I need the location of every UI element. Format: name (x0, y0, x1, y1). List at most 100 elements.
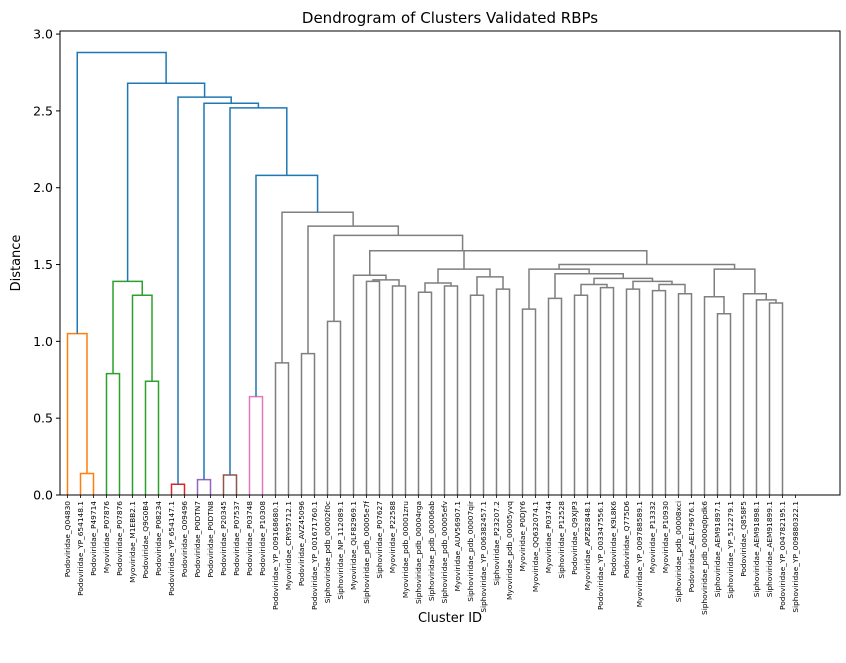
leaf-label: Podoviridae_Q775D6 (622, 501, 631, 579)
leaf-label: Podoviridae_K9L8K6 (609, 501, 618, 576)
leaf-label: Podoviridae_YP_001671760.1 (310, 501, 319, 610)
dendrogram-link (76, 51, 167, 334)
leaf-label: Podoviridae_P0DTN7 (193, 501, 202, 578)
leaf-label: Siphoviridae_YP_009880322.1 (791, 501, 800, 613)
dendrogram-link (580, 283, 608, 296)
leaf-label: Siphoviridae_AEM91899.1 (765, 501, 774, 598)
leaf-label: Podoviridae_P03748 (245, 501, 254, 576)
y-axis: 0.0 0.5 1.0 1.5 2.0 2.5 3.0 (33, 27, 60, 503)
leaf-label: Myoviridae_QQ632074.1 (531, 501, 540, 592)
leaf-label: Podoviridae_AEL79676.1 (687, 501, 696, 593)
leaf-label: Podoviridae_YP_009168680.1 (271, 501, 280, 610)
leaf-label: Siphoviridae_pdb_00005e7f (362, 501, 371, 604)
leaf-label: Siphoviridae_pdb_0000q0pdk6 (700, 501, 709, 615)
y-tick-label: 0.5 (33, 411, 53, 426)
leaf-label: Siphoviridae_P23207.2 (492, 501, 501, 586)
leaf-label: Myoviridae_AUV56907.1 (453, 501, 462, 592)
leaf-label: Podoviridae_P10308 (258, 501, 267, 576)
leaf-label: Siphoviridae_AEM91897.1 (713, 501, 722, 598)
x-axis-leaf-labels: Podoviridae_Q04830 Podoviridae_YP_654148.… (63, 495, 800, 615)
dendrogram-link (66, 332, 88, 495)
leaf-label: Podoviridae_YP_654148.1 (76, 501, 85, 596)
dendrogram-link (521, 308, 537, 495)
leaf-label: Siphoviridae_YP_006382457.1 (479, 501, 488, 613)
leaf-label: Podoviridae_P08234 (154, 501, 163, 576)
dendrogram-link (424, 282, 452, 293)
leaf-label: Podoviridae_P07537 (232, 501, 241, 576)
dendrogram-link (105, 372, 121, 495)
dendrogram-link (651, 289, 667, 495)
dendrogram-link (463, 249, 648, 270)
dendrogram-link (476, 276, 504, 296)
leaf-label: Myoviridae_M1EBB2.1 (128, 501, 137, 583)
leaf-label: Siphoviridae_P12528 (557, 501, 566, 579)
dendrogram-link (437, 268, 491, 283)
leaf-label: Siphoviridae_YP_512279.1 (726, 501, 735, 599)
dendrogram-link (372, 279, 400, 287)
leaf-label: Myoviridae_YP_009788589.1 (635, 501, 644, 608)
leaf-label: Podoviridae_YP_004782195.1 (778, 501, 787, 610)
dendrogram-link (658, 283, 686, 294)
y-tick-label: 1.0 (33, 334, 53, 349)
dendrogram-link (307, 225, 400, 354)
x-axis-label: Cluster ID (418, 611, 482, 626)
leaf-label: Siphoviridae_P07627 (375, 501, 384, 579)
dendrogram-link (547, 297, 563, 495)
leaf-label: Podoviridae_P20345 (219, 501, 228, 576)
y-axis-label: Distance (9, 235, 24, 292)
leaf-label: Siphoviridae_pdb_00006ab (427, 501, 436, 601)
leaf-label: Podoviridae_P07876 (115, 501, 124, 576)
dendrogram-link (369, 249, 556, 276)
leaf-label: Siphoviridae_pdb_00005efv (440, 500, 449, 603)
leaf-label: Siphoviridae_NP_112089.1 (336, 501, 345, 600)
dendrogram-link (144, 380, 160, 495)
leaf-label: Myoviridae_pdb_00001zru (401, 501, 410, 598)
leaf-label: Myoviridae_P22588 (388, 501, 397, 574)
leaf-label: Podoviridae_Q9XJP3 (570, 501, 579, 575)
leaf-label: Siphoviridae_pdb_00002f0c (323, 501, 332, 603)
plot-frame (59, 30, 841, 496)
dendrogram-link (713, 268, 756, 297)
dendrogram-link (274, 362, 290, 495)
leaf-label: Siphoviridae_pdb_00007qir (466, 500, 475, 602)
leaf-label: Myoviridae_P03744 (544, 501, 553, 574)
plot-area (66, 51, 784, 495)
leaf-label: Myoviridae_P07876 (102, 501, 111, 574)
dendrogram-link (203, 102, 260, 480)
dendrogram-link (196, 478, 212, 495)
leaf-label: Myoviridae_CRY95712.1 (284, 501, 293, 590)
y-tick-label: 0.0 (33, 488, 53, 503)
dendrogram-link (599, 286, 615, 495)
dendrogram-link (469, 294, 485, 495)
leaf-label: Podoviridae_P49714 (89, 501, 98, 576)
leaf-label: Siphoviridae_AEM91898.1 (752, 501, 761, 598)
chart-title: Dendrogram of Clusters Validated RBPs (302, 9, 598, 27)
y-tick-label: 3.0 (33, 27, 53, 42)
leaf-label: Podoviridae_P0DTN8 (206, 501, 215, 578)
leaf-label: Myoviridae_QLF82969.1 (349, 501, 358, 590)
dendrogram-link (255, 174, 319, 397)
leaf-label: Podoviridae_YP_003347556.1 (596, 501, 605, 610)
leaf-label: Podoviridae_O09496 (180, 501, 189, 578)
leaf-label: Podoviridae_YP_654147.1 (167, 501, 176, 596)
leaf-label: Siphoviridae_pdb_00008xci (674, 501, 683, 602)
dendrogram-link (528, 268, 590, 310)
leaf-label: Podoviridae_Q04830 (63, 501, 72, 578)
leaf-label: Myoviridae_P10930 (661, 501, 670, 574)
leaf-label: Podoviridae_AVZ45096 (297, 501, 306, 586)
dendrogram-link (131, 294, 153, 495)
leaf-label: Myoviridae_P13332 (648, 501, 657, 573)
leaf-label: Myoviridae_P0DJY6 (518, 501, 527, 572)
dendrogram-link (248, 395, 264, 495)
y-tick-label: 2.0 (33, 180, 53, 195)
dendrogram-link (554, 273, 624, 299)
leaf-label: Myoviridae_APZ82848.1 (583, 501, 592, 591)
leaf-label: Myoviridae_pdb_00005yvq (505, 501, 514, 600)
leaf-label: Podoviridae_Q9G0B4 (141, 501, 150, 579)
y-tick-label: 2.5 (33, 103, 53, 118)
leaf-label: Podoviridae_Q858F5 (739, 501, 748, 577)
leaf-label: Siphoviridae_pdb_00004rga (414, 501, 423, 604)
y-tick-label: 1.5 (33, 257, 53, 272)
dendrogram-link (573, 294, 589, 495)
